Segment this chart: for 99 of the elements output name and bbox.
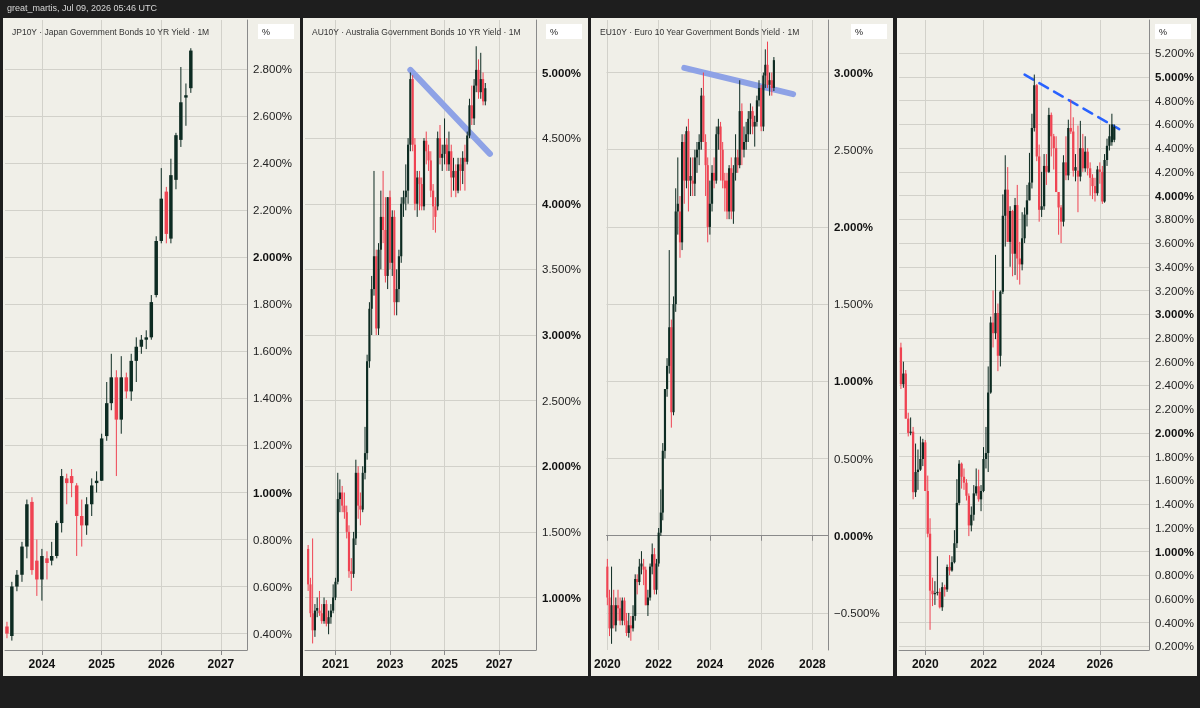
candlestick xyxy=(914,443,917,498)
y-tick-label: 2.200% xyxy=(253,204,293,217)
y-tick-label: 0.500% xyxy=(834,452,874,465)
y-tick-label: 2.000% xyxy=(1155,426,1195,439)
y-tick-label: 2.400% xyxy=(253,157,293,170)
y-tick-label: 2.800% xyxy=(253,63,293,76)
x-tick-label: 2022 xyxy=(970,657,998,671)
y-tick-label: 4.500% xyxy=(542,132,582,145)
y-tick-label: 0.800% xyxy=(1155,569,1195,582)
y-tick-label: 1.800% xyxy=(1155,450,1195,463)
y-tick-label: 1.600% xyxy=(253,345,293,358)
x-tick-label: 2024 xyxy=(1028,657,1056,671)
y-tick-label: 2.000% xyxy=(253,251,293,264)
x-tick-label: 2020 xyxy=(594,657,622,671)
y-tick-label: 2.000% xyxy=(834,220,874,233)
y-tick-label: 0.000% xyxy=(834,529,874,542)
candlestick xyxy=(1045,153,1048,186)
candlestick xyxy=(484,82,487,106)
y-tick-label: 3.600% xyxy=(1155,237,1195,250)
y-axis-title: % xyxy=(550,26,559,37)
y-tick-label: 2.200% xyxy=(1155,403,1195,416)
text: great_martis, Jul 09, 2026 05:46 UTC xyxy=(7,3,158,13)
y-tick-label: 3.000% xyxy=(1155,308,1195,321)
candlestick xyxy=(902,361,905,389)
y-tick-label: 4.200% xyxy=(1155,165,1195,178)
y-tick-label: 4.000% xyxy=(542,197,582,210)
y-tick-label: 0.600% xyxy=(253,580,293,593)
y-tick-label: 1.600% xyxy=(1155,474,1195,487)
x-tick-label: 2026 xyxy=(1086,657,1114,671)
y-tick-label: 3.400% xyxy=(1155,260,1195,273)
y-tick-label: 4.600% xyxy=(1155,118,1195,131)
y-tick-label: 5.000% xyxy=(542,66,582,79)
y-tick-label: 0.600% xyxy=(1155,592,1195,605)
candlestick xyxy=(144,329,148,350)
y-tick-label: −0.500% xyxy=(834,606,880,619)
y-tick-label: 2.500% xyxy=(834,143,874,156)
candlestick xyxy=(64,473,69,505)
y-tick-label: 2.800% xyxy=(1155,331,1195,344)
y-axis-title: % xyxy=(1159,26,1168,37)
candlestick xyxy=(994,254,997,340)
y-tick-label: 3.000% xyxy=(542,329,582,341)
y-axis-title: % xyxy=(262,26,271,37)
y-tick-label: 4.800% xyxy=(1155,94,1195,107)
y-tick-label: 0.800% xyxy=(253,533,293,546)
y-tick-label: 1.500% xyxy=(834,298,874,311)
y-tick-label: 2.500% xyxy=(542,394,582,407)
y-tick-label: 0.200% xyxy=(1155,640,1195,653)
y-tick-label: 4.000% xyxy=(1155,189,1195,202)
y-tick-label: 2.600% xyxy=(1155,355,1195,368)
y-tick-label: 0.400% xyxy=(1155,616,1195,629)
y-tick-label: 0.400% xyxy=(253,627,293,640)
candlestick xyxy=(15,569,19,592)
y-tick-label: 1.000% xyxy=(1155,545,1195,558)
x-tick-label: 2025 xyxy=(431,657,459,671)
x-tick-label: 2025 xyxy=(88,657,116,671)
y-tick-label: 1.000% xyxy=(542,591,582,604)
candlestick xyxy=(960,462,963,490)
y-tick-label: 1.200% xyxy=(1155,521,1195,534)
x-tick-label: 2020 xyxy=(911,657,939,671)
y-tick-label: 5.200% xyxy=(1155,47,1195,60)
y-tick-label: 1.500% xyxy=(542,525,582,538)
candlestick xyxy=(742,126,746,158)
x-tick-label: 2028 xyxy=(799,657,827,671)
y-tick-label: 2.000% xyxy=(542,460,582,473)
y-axis-title: % xyxy=(855,26,864,37)
candlestick xyxy=(184,82,188,127)
y-tick-label: 1.400% xyxy=(1155,498,1195,511)
candlestick xyxy=(1074,153,1077,182)
x-tick-label: 2022 xyxy=(645,657,673,671)
x-tick-label: 2021 xyxy=(322,657,350,671)
text: AU10Y · Australia Government Bonds 10 YR Yield · 1M xyxy=(312,26,521,37)
candlestick xyxy=(5,621,9,639)
y-tick-label: 2.600% xyxy=(253,110,293,123)
candlestick xyxy=(45,550,49,580)
x-tick-label: 2024 xyxy=(696,657,724,671)
text: JP10Y · Japan Government Bonds 10 YR Yield · 1M xyxy=(12,26,210,37)
y-tick-label: 3.000% xyxy=(834,66,874,79)
x-tick-label: 2026 xyxy=(147,657,175,671)
text: EU10Y · Euro 10 Year Government Bonds Yield · 1M xyxy=(600,26,800,37)
x-tick-label: 2027 xyxy=(485,657,513,671)
y-tick-label: 1.200% xyxy=(253,439,293,452)
x-tick-label: 2026 xyxy=(747,657,775,671)
y-tick-label: 2.400% xyxy=(1155,379,1195,392)
y-tick-label: 5.000% xyxy=(1155,70,1195,83)
y-tick-label: 1.400% xyxy=(253,392,293,405)
candlestick xyxy=(40,548,44,602)
y-tick-label: 1.000% xyxy=(834,375,874,388)
x-tick-label: 2024 xyxy=(28,657,56,671)
y-tick-label: 3.200% xyxy=(1155,284,1195,297)
y-tick-label: 1.800% xyxy=(253,298,293,311)
y-tick-label: 4.400% xyxy=(1155,142,1195,155)
y-tick-label: 3.800% xyxy=(1155,213,1195,226)
y-tick-label: 3.500% xyxy=(542,263,582,276)
candlestick xyxy=(49,541,54,566)
y-tick-label: 1.000% xyxy=(253,486,293,499)
x-tick-label: 2023 xyxy=(376,657,404,671)
candlestick xyxy=(470,85,473,126)
candlestick xyxy=(322,597,326,625)
x-tick-label: 2027 xyxy=(207,657,235,671)
